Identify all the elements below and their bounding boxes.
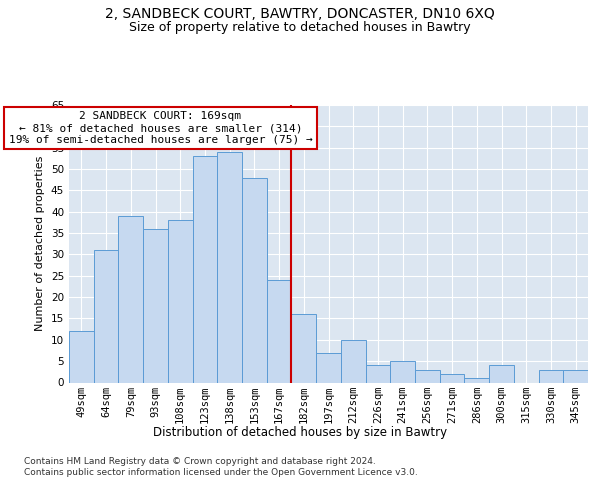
- Bar: [193, 156, 217, 382]
- Y-axis label: Number of detached properties: Number of detached properties: [35, 156, 46, 332]
- Text: Distribution of detached houses by size in Bawtry: Distribution of detached houses by size …: [153, 426, 447, 439]
- Bar: [390, 361, 415, 382]
- Text: 2 SANDBECK COURT: 169sqm
← 81% of detached houses are smaller (314)
19% of semi-: 2 SANDBECK COURT: 169sqm ← 81% of detach…: [8, 112, 313, 144]
- Bar: [292, 314, 316, 382]
- Bar: [415, 370, 440, 382]
- Bar: [341, 340, 365, 382]
- Bar: [94, 250, 118, 382]
- Text: Size of property relative to detached houses in Bawtry: Size of property relative to detached ho…: [129, 21, 471, 34]
- Bar: [143, 229, 168, 382]
- Bar: [242, 178, 267, 382]
- Text: Contains HM Land Registry data © Crown copyright and database right 2024.
Contai: Contains HM Land Registry data © Crown c…: [24, 458, 418, 477]
- Bar: [365, 366, 390, 382]
- Bar: [69, 332, 94, 382]
- Bar: [267, 280, 292, 382]
- Bar: [464, 378, 489, 382]
- Bar: [440, 374, 464, 382]
- Bar: [563, 370, 588, 382]
- Bar: [217, 152, 242, 382]
- Bar: [168, 220, 193, 382]
- Bar: [118, 216, 143, 382]
- Bar: [489, 366, 514, 382]
- Bar: [539, 370, 563, 382]
- Bar: [316, 352, 341, 382]
- Text: 2, SANDBECK COURT, BAWTRY, DONCASTER, DN10 6XQ: 2, SANDBECK COURT, BAWTRY, DONCASTER, DN…: [105, 8, 495, 22]
